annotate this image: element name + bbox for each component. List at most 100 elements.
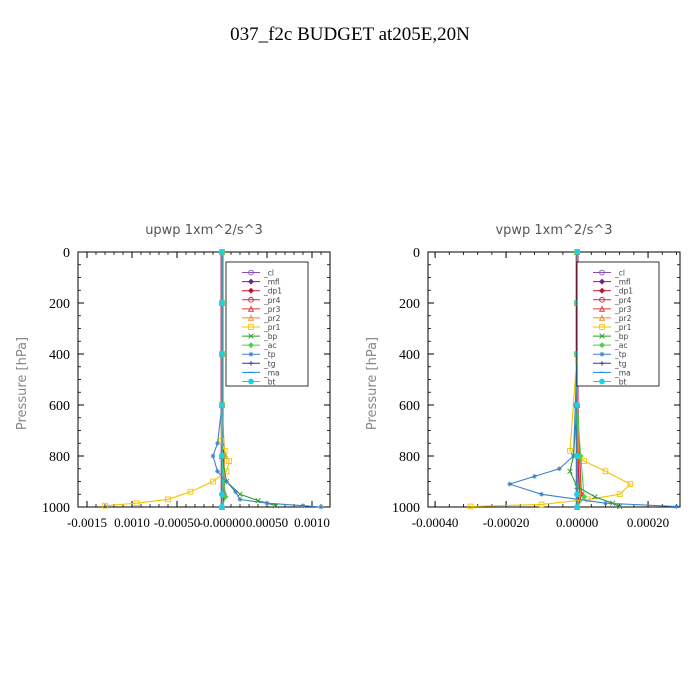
legend-swatch-marker	[599, 324, 605, 330]
data-point	[165, 496, 171, 503]
data-point	[567, 448, 573, 454]
y-tick-label: 200	[49, 297, 70, 312]
legend-swatch-marker	[248, 333, 254, 339]
legend-box	[576, 261, 660, 387]
data-point	[592, 494, 598, 500]
x-tick-label: 0.0010	[294, 515, 330, 530]
data-point	[574, 504, 580, 510]
data-point	[539, 491, 544, 497]
legend-swatch-marker	[599, 296, 605, 303]
legend-label: _pr2	[263, 314, 281, 323]
data-point	[219, 402, 225, 408]
legend-label: _tp	[614, 350, 627, 359]
legend-swatch-marker	[248, 324, 254, 330]
legend-swatch-marker	[599, 378, 605, 385]
data-point	[224, 479, 229, 484]
legend-label: _bt	[614, 377, 627, 386]
data-point	[210, 453, 216, 459]
data-point	[574, 402, 580, 408]
data-point	[581, 458, 588, 464]
legend-swatch-marker	[599, 287, 605, 294]
data-point	[574, 453, 580, 459]
legend-label: _ma	[614, 368, 631, 377]
x-tick-label: 0.00020	[627, 515, 669, 530]
data-point	[226, 458, 233, 464]
y-tick-label: 800	[399, 450, 420, 465]
legend-label: _tg	[263, 359, 276, 368]
data-point	[616, 503, 623, 510]
y-tick-label: 600	[399, 399, 420, 414]
data-point	[219, 249, 225, 255]
legend-label: _mfl	[263, 278, 280, 287]
legend-label: _pr4	[614, 296, 632, 305]
data-point	[556, 466, 562, 472]
y-tick-label: 400	[399, 348, 420, 363]
data-point	[300, 503, 306, 509]
x-tick-label: 0.00050	[246, 515, 288, 530]
legend: _cl_mfl_dp1_pr4_pr3_pr2_pr1_bp_ac_tp_tg_…	[225, 261, 309, 386]
data-point	[616, 491, 623, 498]
legend-label: _dp1	[263, 287, 282, 296]
y-tick-label: 0	[413, 246, 420, 261]
x-tick-label: -0.00020	[483, 515, 530, 530]
legend-swatch-marker	[599, 333, 605, 339]
data-point	[581, 493, 588, 500]
data-point	[133, 500, 140, 507]
data-point	[210, 478, 216, 485]
data-point	[233, 489, 238, 495]
y-tick-label: 600	[49, 399, 70, 414]
legend-swatch-marker	[599, 360, 605, 366]
data-point	[215, 468, 220, 474]
legend-label: _mfl	[614, 278, 631, 287]
data-point	[571, 453, 576, 459]
legend-swatch-marker	[599, 269, 605, 276]
data-point	[574, 249, 580, 255]
y-tick-label: 1000	[392, 501, 420, 516]
legend-swatch-marker	[248, 278, 254, 285]
data-point	[538, 501, 545, 508]
legend-label: _ac	[263, 341, 276, 350]
data-point	[264, 500, 270, 506]
legend-swatch-marker	[248, 269, 254, 276]
legend-label: _ma	[263, 368, 280, 377]
legend-swatch-marker	[248, 296, 254, 303]
data-point	[532, 474, 537, 479]
data-point	[318, 504, 324, 510]
data-point	[567, 468, 573, 475]
legend-swatch-marker	[247, 305, 255, 312]
data-point	[603, 500, 608, 506]
data-point	[219, 300, 225, 306]
legend-label: _cl	[263, 269, 274, 278]
x-tick-label: -0.00000	[199, 515, 246, 530]
legend-label: _pr4	[263, 296, 281, 305]
legend-swatch-marker	[599, 278, 605, 285]
data-point	[219, 453, 225, 459]
legend-swatch-marker	[247, 314, 255, 321]
data-point	[574, 491, 580, 498]
data-point	[507, 481, 513, 487]
legend-label: _tp	[263, 350, 276, 359]
chart-panel-vpwp: vpwp 1xm^2/s^3 Pressure [hPa] 0 200 400 600 80…	[365, 223, 681, 530]
x-tick-label: 0.00000	[556, 515, 598, 530]
data-point	[237, 496, 243, 502]
legend-label: _pr1	[614, 323, 632, 332]
y-tick-label: 0	[63, 246, 70, 261]
legend-swatch-marker	[248, 351, 254, 357]
legend-label: _pr1	[263, 323, 281, 332]
legend-label: _ac	[614, 341, 627, 350]
series-pr1	[102, 249, 233, 509]
data-point	[467, 503, 474, 510]
x-tick-label: -0.00040	[412, 515, 459, 530]
y-tick-label: 200	[399, 297, 420, 312]
data-point	[219, 504, 225, 510]
x-tick-label: -0.00050	[154, 515, 201, 530]
legend-label: _pr3	[614, 305, 632, 314]
y-axis-label: Pressure [hPa]	[365, 337, 380, 430]
y-tick-label: 800	[49, 450, 70, 465]
y-axis-label: Pressure [hPa]	[15, 337, 30, 430]
data-point	[627, 481, 634, 487]
legend-swatch-marker	[248, 287, 254, 294]
data-point	[674, 504, 679, 509]
legend-label: _bt	[263, 377, 276, 386]
legend-swatch-marker	[248, 360, 254, 366]
